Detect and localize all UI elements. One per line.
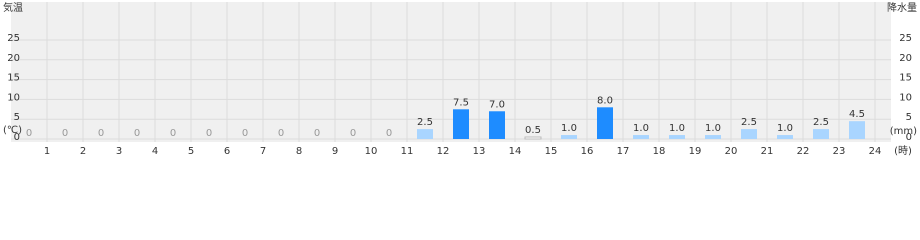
bar <box>417 129 433 139</box>
y-axis-unit: (℃) <box>3 125 22 136</box>
y-tick-label: 20 <box>7 53 20 64</box>
x-tick-label: 3 <box>116 146 122 157</box>
y2-axis-unit: (mm) <box>890 126 917 137</box>
y-tick-label: 0 <box>14 132 20 143</box>
bar <box>453 109 469 139</box>
y-tick-label: 15 <box>7 73 20 84</box>
value-label: 2.5 <box>741 117 757 128</box>
value-label: 0 <box>314 128 320 139</box>
x-tick-label: 15 <box>545 146 558 157</box>
bar <box>777 135 793 139</box>
bar <box>669 135 685 139</box>
x-tick-label: 23 <box>833 146 846 157</box>
y2-axis-label: 降水量 <box>887 1 917 14</box>
y2-tick-label: 10 <box>899 92 912 103</box>
y2-tick-label: 15 <box>899 73 912 84</box>
value-label: 1.0 <box>561 123 577 134</box>
value-label: 0 <box>206 128 212 139</box>
y2-tick-label: 25 <box>899 33 912 44</box>
x-axis-unit: (時) <box>894 145 912 157</box>
y-tick-label: 25 <box>7 33 20 44</box>
x-tick-label: 21 <box>761 146 774 157</box>
x-tick-label: 20 <box>725 146 738 157</box>
y-axis-label: 気温 <box>3 1 23 14</box>
bar <box>741 129 757 139</box>
x-tick-label: 18 <box>653 146 666 157</box>
value-label: 7.0 <box>489 99 505 110</box>
bar <box>705 135 721 139</box>
x-tick-label: 17 <box>617 146 630 157</box>
x-tick-label: 2 <box>80 146 86 157</box>
value-label: 2.5 <box>417 117 433 128</box>
x-tick-label: 9 <box>332 146 338 157</box>
value-label: 0 <box>134 128 140 139</box>
value-label: 0 <box>350 128 356 139</box>
value-label: 0 <box>62 128 68 139</box>
chart: 気温 (℃) 降水量 (mm) (時) 1 2 3 4 5 6 7 8 9 10 11 12 13 14 1… <box>3 1 917 157</box>
x-tick-label: 1 <box>44 146 50 157</box>
value-label: 0 <box>98 128 104 139</box>
value-label: 1.0 <box>705 123 721 134</box>
value-label: 2.5 <box>813 117 829 128</box>
value-label: 0 <box>386 128 392 139</box>
value-label: 1.0 <box>633 123 649 134</box>
x-tick-label: 12 <box>437 146 450 157</box>
value-label: 0 <box>26 128 32 139</box>
x-tick-label: 4 <box>152 146 158 157</box>
x-tick-label: 22 <box>797 146 810 157</box>
bar <box>813 129 829 139</box>
value-label: 0 <box>278 128 284 139</box>
bar <box>597 107 613 139</box>
y-tick-label: 10 <box>7 92 20 103</box>
value-label: 4.5 <box>849 109 865 120</box>
x-tick-label: 14 <box>509 146 522 157</box>
value-label: 0 <box>242 128 248 139</box>
bar <box>561 135 577 139</box>
y2-tick-label: 20 <box>899 53 912 64</box>
value-label: 0.5 <box>525 125 541 136</box>
value-label: 7.5 <box>453 97 469 108</box>
x-tick-label: 8 <box>296 146 302 157</box>
x-tick-label: 6 <box>224 146 230 157</box>
x-tick-label: 19 <box>689 146 702 157</box>
y-tick-label: 5 <box>14 112 20 123</box>
value-label: 1.0 <box>777 123 793 134</box>
x-tick-label: 7 <box>260 146 266 157</box>
y2-tick-label: 0 <box>906 132 912 143</box>
bar <box>633 135 649 139</box>
value-label: 0 <box>170 128 176 139</box>
x-tick-label: 10 <box>365 146 378 157</box>
value-label: 8.0 <box>597 95 613 106</box>
bar <box>524 136 542 140</box>
bar <box>849 121 865 139</box>
x-tick-label: 24 <box>869 146 882 157</box>
x-tick-label: 13 <box>473 146 486 157</box>
plot-background <box>11 2 891 142</box>
value-label: 1.0 <box>669 123 685 134</box>
x-tick-label: 5 <box>188 146 194 157</box>
bar <box>489 111 505 139</box>
y2-tick-label: 5 <box>906 112 912 123</box>
x-tick-label: 16 <box>581 146 594 157</box>
x-tick-label: 11 <box>401 146 414 157</box>
